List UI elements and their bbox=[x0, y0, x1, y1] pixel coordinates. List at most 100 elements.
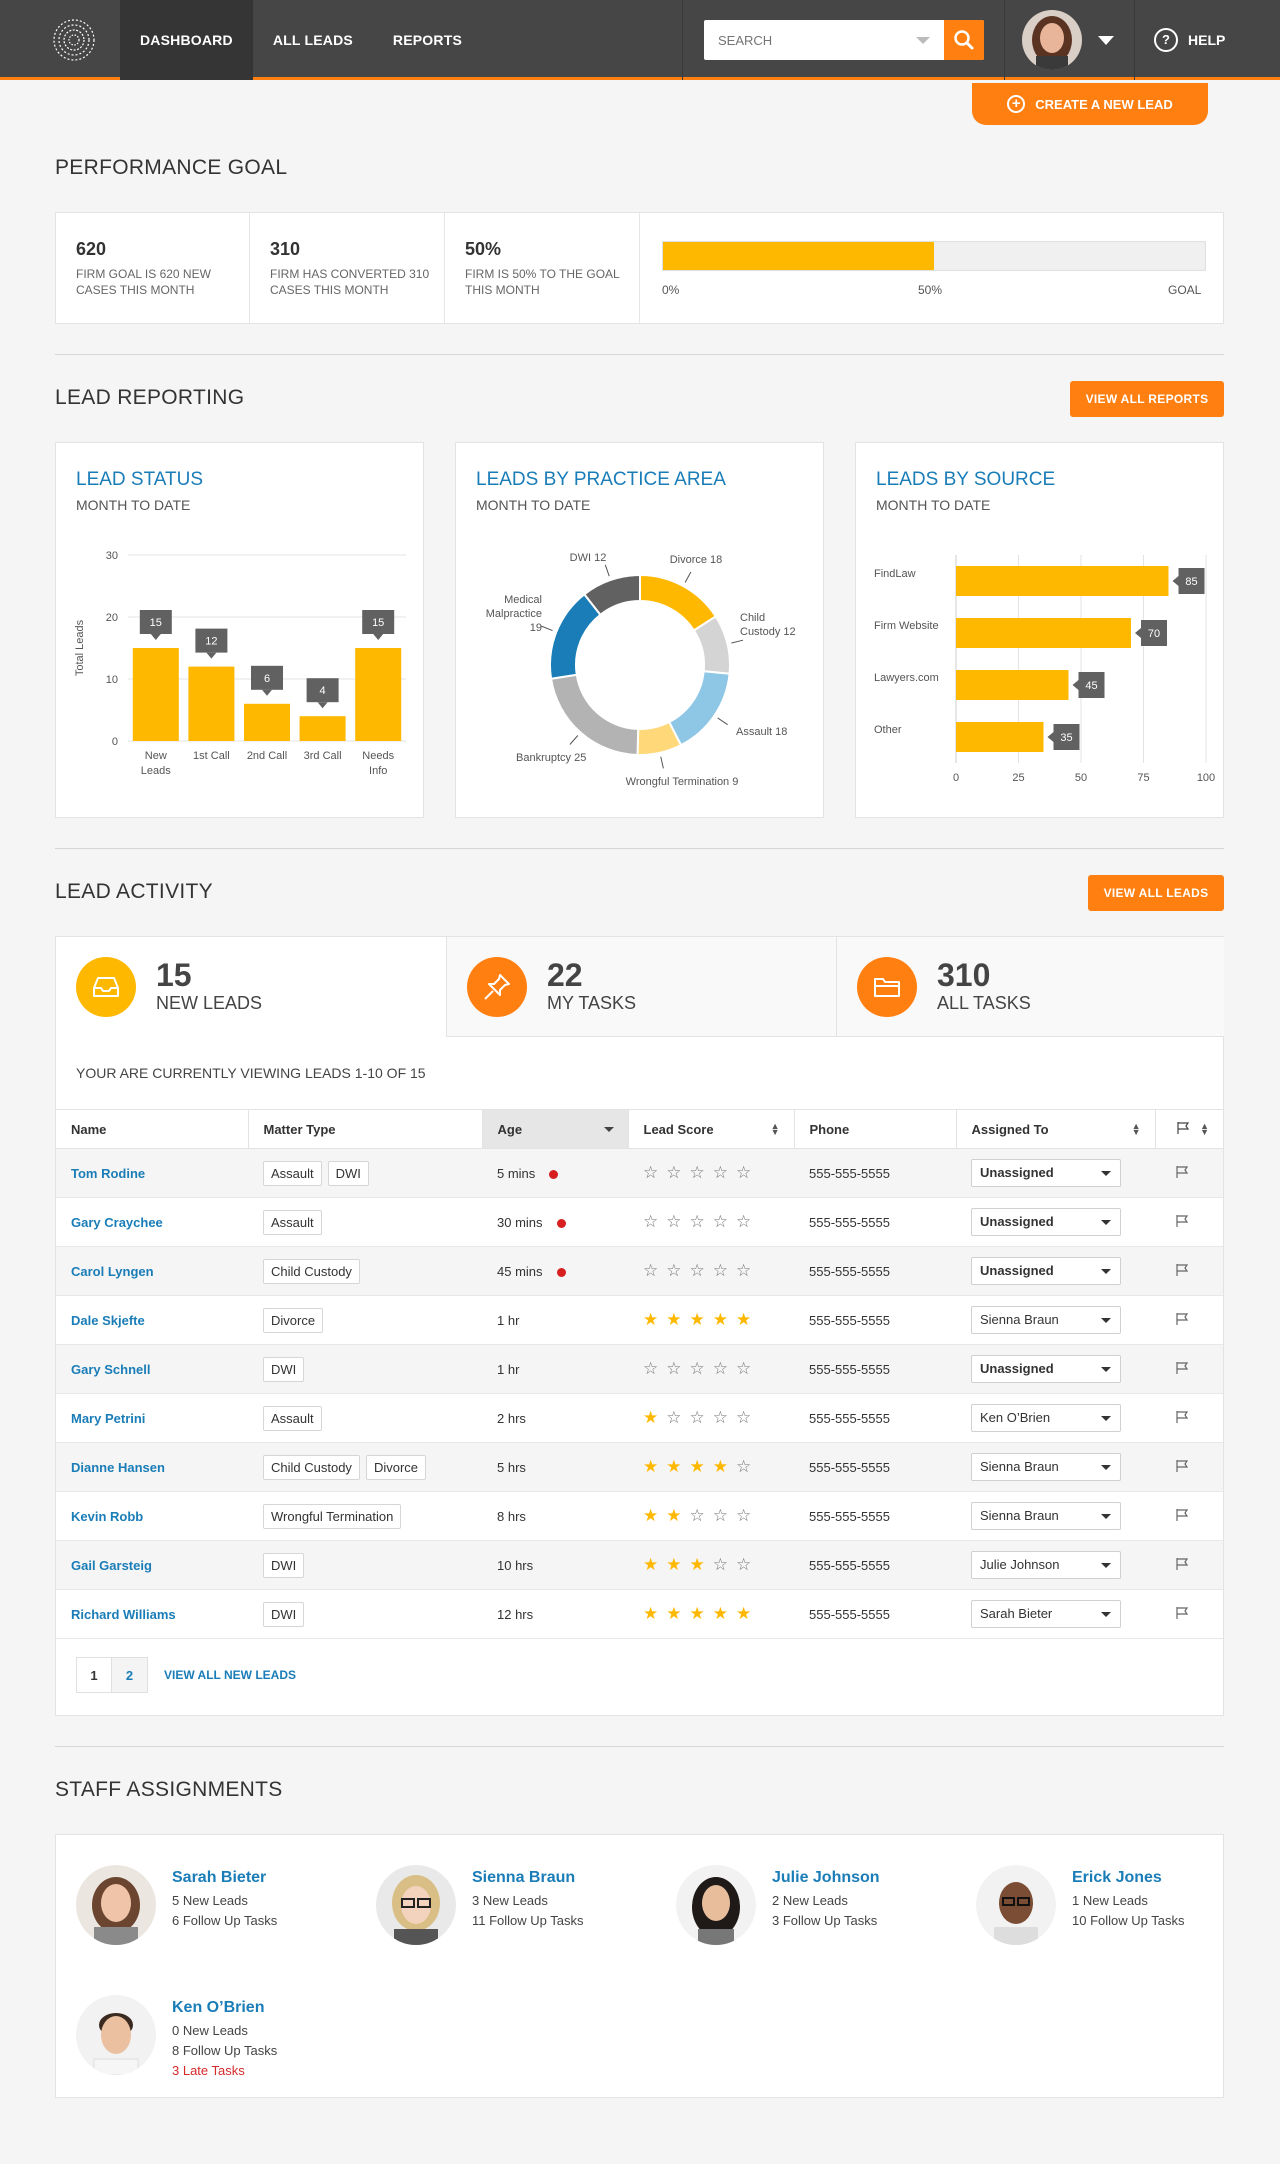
stat-my-tasks[interactable]: 22 MY TASKS bbox=[446, 937, 836, 1037]
star-icon[interactable]: ☆ bbox=[736, 1457, 752, 1476]
staff-member[interactable]: Sarah Bieter 5 New Leads 6 Follow Up Tas… bbox=[76, 1865, 376, 1975]
flag-icon[interactable] bbox=[1175, 1165, 1189, 1179]
nav-reports[interactable]: REPORTS bbox=[392, 32, 462, 48]
flag-icon[interactable] bbox=[1175, 1214, 1189, 1228]
star-icon[interactable]: ★ bbox=[666, 1604, 682, 1623]
star-icon[interactable]: ★ bbox=[712, 1310, 728, 1329]
star-icon[interactable]: ☆ bbox=[689, 1506, 705, 1525]
star-icon[interactable]: ☆ bbox=[666, 1212, 682, 1231]
assigned-to-select[interactable]: Sienna Braun bbox=[971, 1502, 1121, 1530]
column-header-age[interactable]: Age bbox=[481, 1109, 628, 1149]
page-button-1[interactable]: 1 bbox=[76, 1657, 112, 1693]
flag-icon[interactable] bbox=[1175, 1410, 1189, 1424]
nav-all-leads[interactable]: ALL LEADS bbox=[272, 32, 353, 48]
star-icon[interactable]: ☆ bbox=[712, 1261, 728, 1280]
staff-member[interactable]: Sienna Braun 3 New Leads 11 Follow Up Ta… bbox=[376, 1865, 676, 1975]
lead-name-link[interactable]: Gail Garsteig bbox=[71, 1557, 152, 1573]
star-icon[interactable]: ☆ bbox=[643, 1212, 659, 1231]
lead-name-link[interactable]: Dale Skjefte bbox=[71, 1312, 145, 1328]
star-icon[interactable]: ★ bbox=[712, 1604, 728, 1623]
staff-name[interactable]: Julie Johnson bbox=[772, 1869, 880, 1886]
lead-name-link[interactable]: Richard Williams bbox=[71, 1606, 176, 1622]
star-icon[interactable]: ★ bbox=[736, 1310, 752, 1329]
table-row[interactable]: Gail Garsteig DWI 10 hrs ★ ★ ★ ☆ ☆ 555-555-5555 J… bbox=[56, 1540, 1223, 1590]
donut-slice[interactable] bbox=[582, 573, 641, 617]
star-icon[interactable]: ☆ bbox=[712, 1506, 728, 1525]
create-new-lead-button[interactable]: + CREATE A NEW LEAD bbox=[972, 83, 1208, 125]
lead-name-link[interactable]: Dianne Hansen bbox=[71, 1459, 165, 1475]
staff-name[interactable]: Sarah Bieter bbox=[172, 1869, 267, 1886]
flag-icon[interactable] bbox=[1175, 1606, 1189, 1620]
table-row[interactable]: Gary Craychee Assault 30 mins ☆ ☆ ☆ ☆ ☆ 555-555-… bbox=[56, 1197, 1223, 1247]
flag-icon[interactable] bbox=[1175, 1361, 1189, 1375]
user-avatar[interactable] bbox=[1022, 10, 1082, 70]
star-icon[interactable]: ★ bbox=[643, 1310, 659, 1329]
bar[interactable] bbox=[956, 566, 1169, 596]
star-icon[interactable]: ☆ bbox=[712, 1359, 728, 1378]
donut-slice[interactable] bbox=[667, 670, 731, 747]
column-header-name[interactable]: Name bbox=[56, 1109, 248, 1149]
assigned-to-select[interactable]: Sienna Braun bbox=[971, 1453, 1121, 1481]
assigned-to-select[interactable]: Unassigned bbox=[971, 1159, 1121, 1187]
star-icon[interactable]: ★ bbox=[689, 1555, 705, 1574]
column-header-matter-type[interactable]: Matter Type bbox=[247, 1109, 482, 1149]
table-row[interactable]: Richard Williams DWI 12 hrs ★ ★ ★ ★ ★ 555-555-55… bbox=[56, 1589, 1223, 1639]
star-icon[interactable]: ☆ bbox=[689, 1212, 705, 1231]
table-row[interactable]: Mary Petrini Assault 2 hrs ★ ☆ ☆ ☆ ☆ 555-555-555… bbox=[56, 1393, 1223, 1443]
star-icon[interactable]: ☆ bbox=[712, 1212, 728, 1231]
star-icon[interactable]: ★ bbox=[689, 1457, 705, 1476]
view-all-new-leads-link[interactable]: VIEW ALL NEW LEADS bbox=[164, 1668, 296, 1682]
assigned-to-select[interactable]: Sarah Bieter bbox=[971, 1600, 1121, 1628]
star-icon[interactable]: ☆ bbox=[736, 1555, 752, 1574]
assigned-to-select[interactable]: Julie Johnson bbox=[971, 1551, 1121, 1579]
lead-name-link[interactable]: Gary Schnell bbox=[71, 1361, 151, 1377]
staff-member[interactable]: Erick Jones 1 New Leads 10 Follow Up Tas… bbox=[976, 1865, 1276, 1975]
star-icon[interactable]: ☆ bbox=[666, 1408, 682, 1427]
star-icon[interactable]: ☆ bbox=[689, 1261, 705, 1280]
bar[interactable] bbox=[299, 716, 346, 741]
bar[interactable] bbox=[244, 703, 290, 741]
assigned-to-select[interactable]: Unassigned bbox=[971, 1257, 1121, 1285]
lead-name-link[interactable]: Gary Craychee bbox=[71, 1214, 163, 1230]
star-icon[interactable]: ☆ bbox=[736, 1359, 752, 1378]
star-icon[interactable]: ★ bbox=[666, 1506, 682, 1525]
star-icon[interactable]: ★ bbox=[712, 1457, 728, 1476]
staff-member[interactable]: Ken O’Brien 0 New Leads 8 Follow Up Task… bbox=[76, 1995, 376, 2105]
staff-name[interactable]: Ken O’Brien bbox=[172, 1999, 265, 2016]
search-button[interactable] bbox=[944, 20, 984, 60]
table-row[interactable]: Gary Schnell DWI 1 hr ☆ ☆ ☆ ☆ ☆ 555-555-5555 Unas… bbox=[56, 1344, 1223, 1394]
nav-dashboard[interactable]: DASHBOARD bbox=[120, 0, 253, 80]
star-icon[interactable]: ☆ bbox=[666, 1261, 682, 1280]
star-icon[interactable]: ★ bbox=[736, 1604, 752, 1623]
bar[interactable] bbox=[956, 722, 1044, 752]
star-icon[interactable]: ☆ bbox=[643, 1163, 659, 1182]
star-icon[interactable]: ☆ bbox=[689, 1163, 705, 1182]
star-icon[interactable]: ☆ bbox=[712, 1555, 728, 1574]
star-icon[interactable]: ★ bbox=[666, 1310, 682, 1329]
star-icon[interactable]: ☆ bbox=[712, 1408, 728, 1427]
star-icon[interactable]: ☆ bbox=[643, 1261, 659, 1280]
star-icon[interactable]: ☆ bbox=[736, 1212, 752, 1231]
lead-name-link[interactable]: Carol Lyngen bbox=[71, 1263, 154, 1279]
star-icon[interactable]: ☆ bbox=[643, 1359, 659, 1378]
table-row[interactable]: Dianne Hansen Child Custody Divorce 5 hrs ★ ★… bbox=[56, 1442, 1223, 1492]
bar[interactable] bbox=[188, 666, 235, 741]
column-header-assigned-to[interactable]: Assigned To ▲ ▼ bbox=[955, 1109, 1155, 1149]
staff-name[interactable]: Erick Jones bbox=[1072, 1869, 1162, 1886]
star-icon[interactable]: ★ bbox=[643, 1408, 659, 1427]
star-icon[interactable]: ★ bbox=[643, 1506, 659, 1525]
star-icon[interactable]: ☆ bbox=[666, 1359, 682, 1378]
donut-slice[interactable] bbox=[549, 592, 602, 680]
flag-icon[interactable] bbox=[1175, 1557, 1189, 1571]
assigned-to-select[interactable]: Ken O’Brien bbox=[971, 1404, 1121, 1432]
star-icon[interactable]: ☆ bbox=[736, 1261, 752, 1280]
column-header-lead-score[interactable]: Lead Score ▲ ▼ bbox=[627, 1109, 794, 1149]
bar[interactable] bbox=[355, 648, 402, 741]
staff-name[interactable]: Sienna Braun bbox=[472, 1869, 576, 1886]
star-icon[interactable]: ★ bbox=[666, 1457, 682, 1476]
flag-icon[interactable] bbox=[1175, 1312, 1189, 1326]
bar[interactable] bbox=[956, 670, 1069, 700]
table-row[interactable]: Dale Skjefte Divorce 1 hr ★ ★ ★ ★ ★ 555-555-5555… bbox=[56, 1295, 1223, 1345]
lead-name-link[interactable]: Kevin Robb bbox=[71, 1508, 144, 1524]
user-menu-chevron-down-icon[interactable] bbox=[1098, 36, 1114, 45]
